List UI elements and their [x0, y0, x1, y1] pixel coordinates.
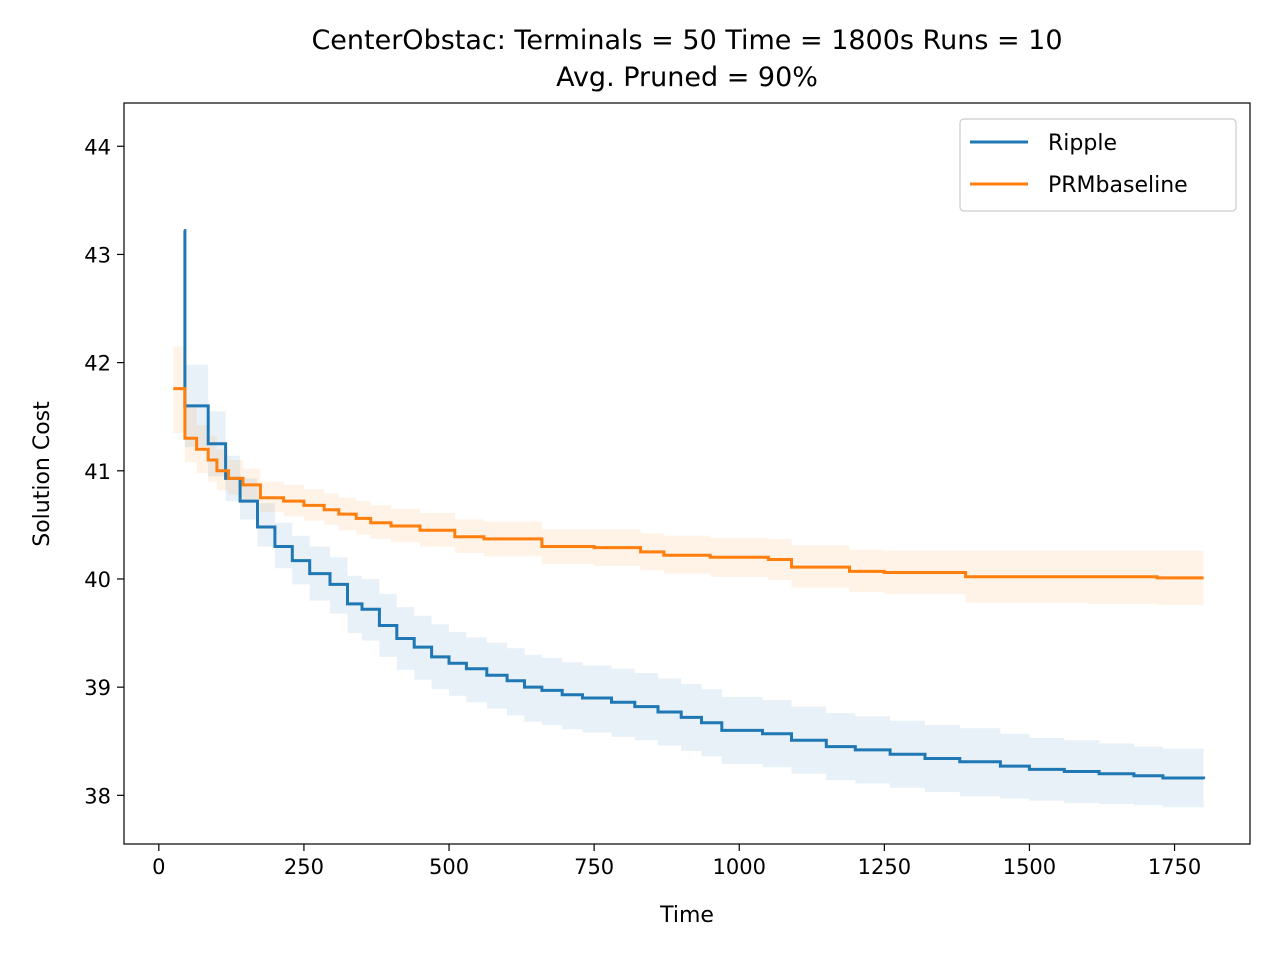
legend-label-ripple: Ripple	[1048, 131, 1117, 156]
x-axis: 0 250 500 750 1000 1250 1500 1750	[152, 844, 1201, 879]
band-ripple	[183, 230, 1204, 810]
y-tick-label: 42	[84, 352, 111, 376]
legend-box	[959, 118, 1237, 212]
x-tick-label: 1000	[713, 855, 766, 879]
y-axis: 38 39 40 41 42 43 44	[84, 135, 124, 808]
legend: Ripple PRMbaseline	[959, 118, 1237, 212]
x-tick-label: 500	[429, 855, 469, 879]
y-tick-label: 41	[84, 460, 111, 484]
x-tick-label: 250	[284, 855, 324, 879]
y-tick-label: 40	[84, 568, 111, 592]
y-tick-label: 44	[84, 135, 111, 159]
series-line-ripple	[183, 229, 1206, 780]
chart-title: CenterObstac: Terminals = 50 Time = 1800…	[311, 25, 1062, 56]
y-tick-label: 38	[84, 784, 111, 808]
legend-label-prmbaseline: PRMbaseline	[1048, 173, 1188, 198]
chart-subtitle: Avg. Pruned = 90%	[556, 62, 818, 93]
plot-frame	[123, 102, 1251, 845]
x-axis-label: Time	[659, 903, 714, 928]
x-tick-label: 1500	[1003, 855, 1056, 879]
y-tick-label: 39	[84, 676, 111, 700]
y-axis-label: Solution Cost	[30, 401, 55, 547]
x-tick-label: 0	[152, 855, 165, 879]
band-prmbaseline	[173, 346, 1204, 605]
series-line-prmbaseline	[173, 387, 1204, 580]
confidence-bands	[173, 230, 1204, 810]
y-tick-label: 43	[84, 243, 111, 267]
series-lines	[173, 229, 1206, 780]
x-tick-label: 1750	[1148, 855, 1201, 879]
x-tick-label: 750	[574, 855, 614, 879]
x-tick-label: 1250	[858, 855, 911, 879]
